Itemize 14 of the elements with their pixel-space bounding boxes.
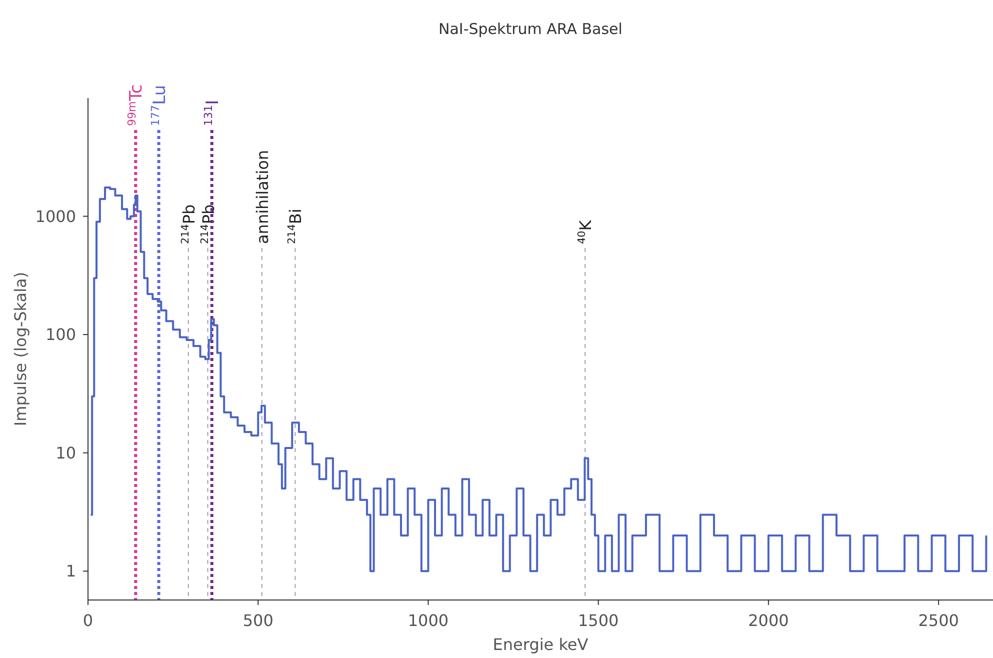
x-tick-label: 2000 [748,611,789,630]
x-axis-title: Energie keV [492,635,588,654]
x-tick-label: 1500 [578,611,619,630]
y-axis-title: Impulse (log-Skala) [11,272,30,426]
ref-line-label: annihilation [252,150,272,244]
x-tick-label: 0 [82,611,94,630]
x-tick-label: 1000 [408,611,449,630]
chart-title: NaI-Spektrum ARA Basel [438,20,622,38]
x-tick-label: 2500 [918,611,959,630]
y-tick-label: 100 [45,325,76,344]
y-tick-label: 1 [66,562,76,581]
x-tick-label: 500 [242,611,274,630]
y-tick-label: 1000 [35,206,76,226]
y-tick-label: 10 [56,443,76,462]
